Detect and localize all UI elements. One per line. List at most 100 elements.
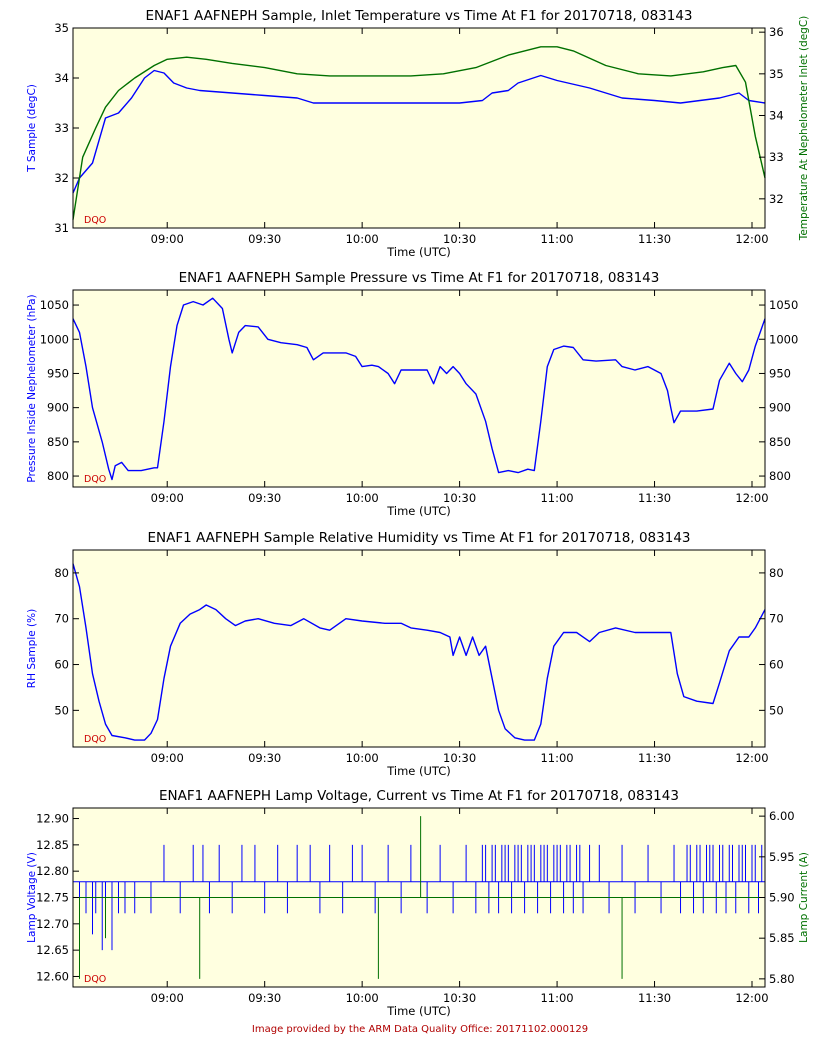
chart1-ytick-label-5: 35 [54, 21, 69, 35]
chart1-xlabel: Time (UTC) [386, 245, 451, 259]
chart1-series-2-line [72, 46, 766, 220]
chart1-xtick-label-3: 10:00 [346, 232, 379, 246]
chart4-ytick-label-3: 12.70 [36, 917, 69, 931]
chart2-xtick-label-6: 11:30 [638, 491, 671, 505]
chart2-ytick-right-label-2: 850 [769, 435, 791, 449]
chart2-series-1-line [72, 297, 766, 481]
chart3-title: ENAF1 AAFNEPH Sample Relative Humidity v… [147, 530, 690, 546]
chart2-ytick-label-4: 950 [47, 366, 69, 380]
chart3-xtick-label-1: 09:00 [151, 751, 184, 765]
chart3-ytick-label-2: 60 [54, 658, 69, 672]
chart2-ytick-right-label-3: 900 [769, 401, 791, 415]
chart2-xtick-label-2: 09:30 [248, 491, 281, 505]
chart1-title: ENAF1 AAFNEPH Sample, Inlet Temperature … [145, 8, 692, 24]
chart4-ylabel: Lamp Voltage (V) [26, 852, 38, 943]
chart3-ytick-right-label-2: 60 [769, 658, 784, 672]
chart4-ytick-right-label-3: 5.90 [769, 891, 795, 905]
chart1-plot-area [73, 28, 765, 228]
chart4-ytick-right-label-5: 6.00 [769, 809, 795, 823]
chart4-annotation: DQO [84, 974, 106, 985]
chart4-xtick-label-3: 10:00 [346, 991, 379, 1005]
chart1-xtick-label-7: 12:00 [735, 232, 768, 246]
chart4-ytick-label-1: 12.60 [36, 969, 69, 983]
chart1-ytick-right-label-3: 34 [769, 109, 784, 123]
chart1-ylabel: T Sample (degC) [26, 84, 38, 173]
chart2-ytick-right-label-1: 800 [769, 469, 791, 483]
chart2-ytick-label-5: 1000 [40, 332, 69, 346]
chart3-ytick-label-4: 80 [54, 566, 69, 580]
chart2-ytick-label-1: 800 [47, 469, 69, 483]
chart3-xtick-label-6: 11:30 [638, 751, 671, 765]
chart2-title: ENAF1 AAFNEPH Sample Pressure vs Time At… [179, 270, 660, 286]
chart4-xtick-label-2: 09:30 [248, 991, 281, 1005]
chart4-xtick-label-1: 09:00 [151, 991, 184, 1005]
chart3-xlabel: Time (UTC) [386, 764, 451, 778]
chart1-xtick-label-6: 11:30 [638, 232, 671, 246]
chart2-frame [72, 289, 766, 488]
chart3-xtick-label-4: 10:30 [443, 751, 476, 765]
chart2-ytick-right-label-5: 1000 [769, 332, 798, 346]
chart1-ytick-label-1: 31 [54, 221, 69, 235]
chart4-ytick-label-7: 12.90 [36, 812, 69, 826]
chart3-xtick-label-5: 11:00 [540, 751, 573, 765]
chart1-xtick-label-2: 09:30 [248, 232, 281, 246]
chart4-ytick-label-6: 12.85 [36, 838, 69, 852]
chart2-ytick-right-label-6: 1050 [769, 298, 798, 312]
chart1-ytick-right-label-4: 35 [769, 67, 784, 81]
chart4-ytick-label-5: 12.80 [36, 864, 69, 878]
chart3-ylabel: RH Sample (%) [26, 609, 38, 688]
chart3-xtick-label-7: 12:00 [735, 751, 768, 765]
chart4-ytick-right-label-1: 5.80 [769, 972, 795, 986]
chart3-series-1-line [72, 563, 766, 741]
footer-credit: Image provided by the ARM Data Quality O… [251, 1024, 589, 1035]
chart4-title: ENAF1 AAFNEPH Lamp Voltage, Current vs T… [159, 788, 679, 804]
chart1-ytick-right-label-2: 33 [769, 150, 784, 164]
chart2-xtick-label-5: 11:00 [540, 491, 573, 505]
chart3-ytick-right-label-3: 70 [769, 612, 784, 626]
chart3-xtick-label-3: 10:00 [346, 751, 379, 765]
chart4-ytick-right-label-2: 5.85 [769, 931, 795, 945]
chart2-xlabel: Time (UTC) [386, 504, 451, 518]
chart1-ytick-label-3: 33 [54, 121, 69, 135]
chart1-ytick-label-4: 34 [54, 71, 69, 85]
chart4-ytick-right-label-4: 5.95 [769, 850, 795, 864]
chart2-ytick-label-2: 850 [47, 435, 69, 449]
chart2-xtick-label-3: 10:00 [346, 491, 379, 505]
chart1-annotation: DQO [84, 215, 106, 226]
chart3-ytick-right-label-4: 80 [769, 566, 784, 580]
chart1-xtick-label-4: 10:30 [443, 232, 476, 246]
chart4-xtick-label-7: 12:00 [735, 991, 768, 1005]
chart1-ytick-right-label-1: 32 [769, 192, 784, 206]
chart3-frame [72, 549, 766, 748]
chart1-ylabel-right: Temperature At Nephelometer Inlet (degC) [798, 16, 810, 242]
chart3-plot-area [73, 550, 765, 747]
chart2-ylabel: Pressure Inside Nephelometer (hPa) [26, 294, 38, 482]
chart2-ytick-right-label-4: 950 [769, 366, 791, 380]
chart2-plot-area [73, 290, 765, 487]
chart3-ytick-label-1: 50 [54, 703, 69, 717]
chart1-ytick-right-label-5: 36 [769, 25, 784, 39]
chart3-annotation: DQO [84, 734, 106, 745]
chart1-series-1-line [72, 69, 766, 194]
chart2-ytick-label-3: 900 [47, 401, 69, 415]
chart4-ytick-label-2: 12.65 [36, 943, 69, 957]
chart4-xtick-label-5: 11:00 [540, 991, 573, 1005]
chart4-ytick-label-4: 12.75 [36, 891, 69, 905]
chart2-annotation: DQO [84, 474, 106, 485]
chart4-xlabel: Time (UTC) [386, 1004, 451, 1018]
chart2-xtick-label-4: 10:30 [443, 491, 476, 505]
chart1-ytick-label-2: 32 [54, 171, 69, 185]
chart3-xtick-label-2: 09:30 [248, 751, 281, 765]
chart1-xtick-label-1: 09:00 [151, 232, 184, 246]
chart4-xtick-label-4: 10:30 [443, 991, 476, 1005]
chart2-xtick-label-1: 09:00 [151, 491, 184, 505]
chart2-xtick-label-7: 12:00 [735, 491, 768, 505]
chart3-ytick-label-3: 70 [54, 612, 69, 626]
chart4-xtick-label-6: 11:30 [638, 991, 671, 1005]
chart1-xtick-label-5: 11:00 [540, 232, 573, 246]
chart4-ylabel-right: Lamp Current (A) [798, 852, 810, 943]
chart3-ytick-right-label-1: 50 [769, 703, 784, 717]
chart2-ytick-label-6: 1050 [40, 298, 69, 312]
